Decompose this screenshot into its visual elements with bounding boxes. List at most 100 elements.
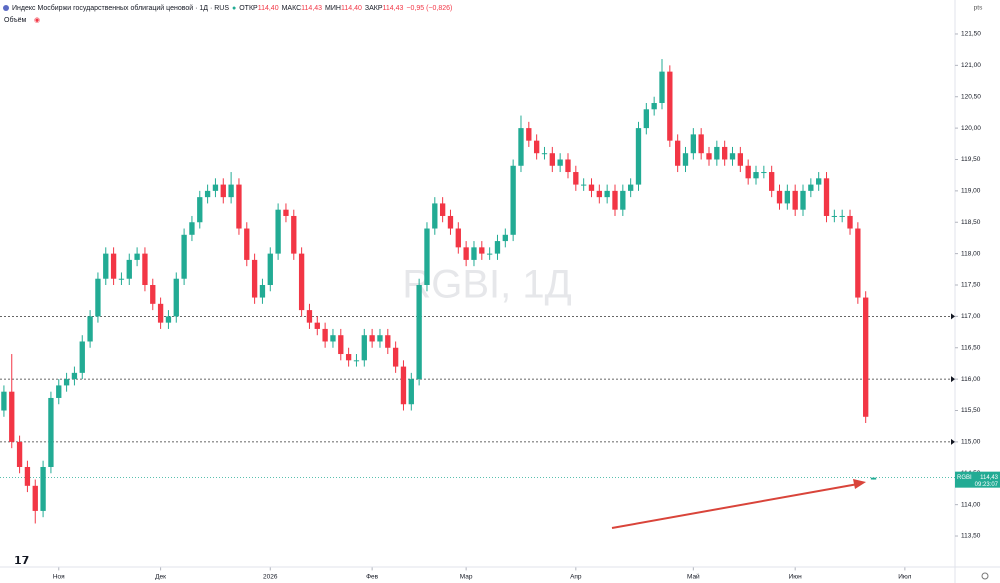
candle-body <box>745 165 751 179</box>
candle-body <box>385 335 391 348</box>
candle-body <box>463 247 469 260</box>
candle-body <box>580 184 587 186</box>
candle-body <box>510 165 516 235</box>
candle-body <box>24 466 31 486</box>
y-tick-label: 116,00 <box>961 376 981 383</box>
candle-body <box>40 466 46 511</box>
candle-body <box>79 341 85 373</box>
candle-body <box>330 335 336 342</box>
settings-icon[interactable] <box>981 572 989 580</box>
annotation-arrow <box>611 483 859 529</box>
candle-body <box>557 159 563 166</box>
candle-body <box>338 335 344 355</box>
candle-body <box>769 172 775 191</box>
y-tick-label: 120,50 <box>961 93 981 100</box>
candle-body <box>220 184 226 198</box>
candle-body <box>87 316 93 342</box>
candle-body <box>181 234 187 279</box>
candle-body <box>737 153 744 166</box>
legend-change: −0,95 (−0,826) <box>406 5 452 12</box>
candle-body <box>447 215 454 229</box>
last-price-box <box>955 471 1000 488</box>
x-tick-label: Апр <box>570 574 582 581</box>
y-tick-label: 117,50 <box>961 282 981 289</box>
candle-body <box>197 197 203 223</box>
candle-body <box>588 184 595 191</box>
legend-label: МИН <box>325 5 341 12</box>
candle-body <box>682 153 689 166</box>
candle-body <box>345 354 352 361</box>
y-tick-label: 117,00 <box>961 313 981 320</box>
legend-dot: ● <box>232 5 236 12</box>
candle-body <box>776 190 783 204</box>
candle-body <box>471 247 477 260</box>
axis-unit: pts <box>974 5 983 12</box>
x-tick-label: Дек <box>155 574 166 581</box>
last-price-symbol: RGBI <box>957 475 972 481</box>
candle-body <box>353 360 360 362</box>
candle-body <box>823 178 830 216</box>
level-marker <box>951 438 955 445</box>
candle-body <box>784 190 791 204</box>
candle-body <box>494 241 501 254</box>
symbol-title: Индекс Мосбиржи государственных облигаци… <box>12 4 229 12</box>
candle-body <box>314 322 320 329</box>
legend-value: 114,40 <box>341 5 362 12</box>
candle-body <box>361 335 367 361</box>
candle-body <box>831 215 838 217</box>
watermark: RGBI, 1Д <box>402 263 571 307</box>
candle-body <box>134 253 140 260</box>
candle-body <box>369 335 375 342</box>
candle-body <box>408 379 414 405</box>
x-tick-label: Фев <box>366 574 379 581</box>
candle-body <box>808 184 814 191</box>
candle-body <box>306 310 313 323</box>
candle-body <box>800 190 806 210</box>
legend-value: 114,43 <box>301 5 322 12</box>
candle-body <box>259 285 266 298</box>
candle-body <box>502 234 508 242</box>
candle-body <box>16 441 23 467</box>
candle-body <box>714 146 720 160</box>
candle-body <box>118 278 125 280</box>
y-tick-label: 118,50 <box>961 219 981 226</box>
candle-body <box>189 222 195 235</box>
candle-body <box>173 278 179 317</box>
candle-body <box>753 172 759 179</box>
candle-body <box>526 128 532 141</box>
candle-body <box>9 391 15 442</box>
candle-body <box>455 228 461 248</box>
candle-body <box>424 228 430 285</box>
candle-body <box>604 190 610 198</box>
candle-body <box>863 297 869 417</box>
candle-body <box>110 253 117 279</box>
y-tick-label: 118,00 <box>961 250 981 257</box>
x-tick-label: Ноя <box>53 574 65 581</box>
legend-label: ЗАКР <box>365 5 383 12</box>
ohlc-legend: ● ОТКР114,40 МАКС114,43 МИН114,40 ЗАКР114,43… <box>232 5 452 12</box>
y-tick-label: 115,50 <box>961 407 981 414</box>
candle-body <box>675 140 681 166</box>
y-tick-label: 116,50 <box>961 344 981 351</box>
volume-hidden-icon[interactable]: ◉ <box>34 17 40 24</box>
candle-body <box>486 253 493 255</box>
candle-body <box>847 215 853 229</box>
level-marker <box>951 376 955 383</box>
candle-body <box>63 379 70 386</box>
candle-body <box>698 134 704 154</box>
candle-body <box>283 209 289 216</box>
candle-body <box>157 303 164 323</box>
candle-body <box>612 190 618 210</box>
candle-body <box>71 372 78 380</box>
candle-body <box>659 71 665 104</box>
y-tick-label: 115,00 <box>961 439 981 446</box>
x-tick-label: Май <box>687 573 700 581</box>
y-tick-label: 113,50 <box>961 533 981 540</box>
x-tick-label: Мар <box>460 574 473 581</box>
legend-value: 114,43 <box>383 5 404 12</box>
candle-body <box>1 391 7 411</box>
x-tick-label: Июн <box>789 574 803 581</box>
y-tick-label: 119,50 <box>961 156 981 163</box>
